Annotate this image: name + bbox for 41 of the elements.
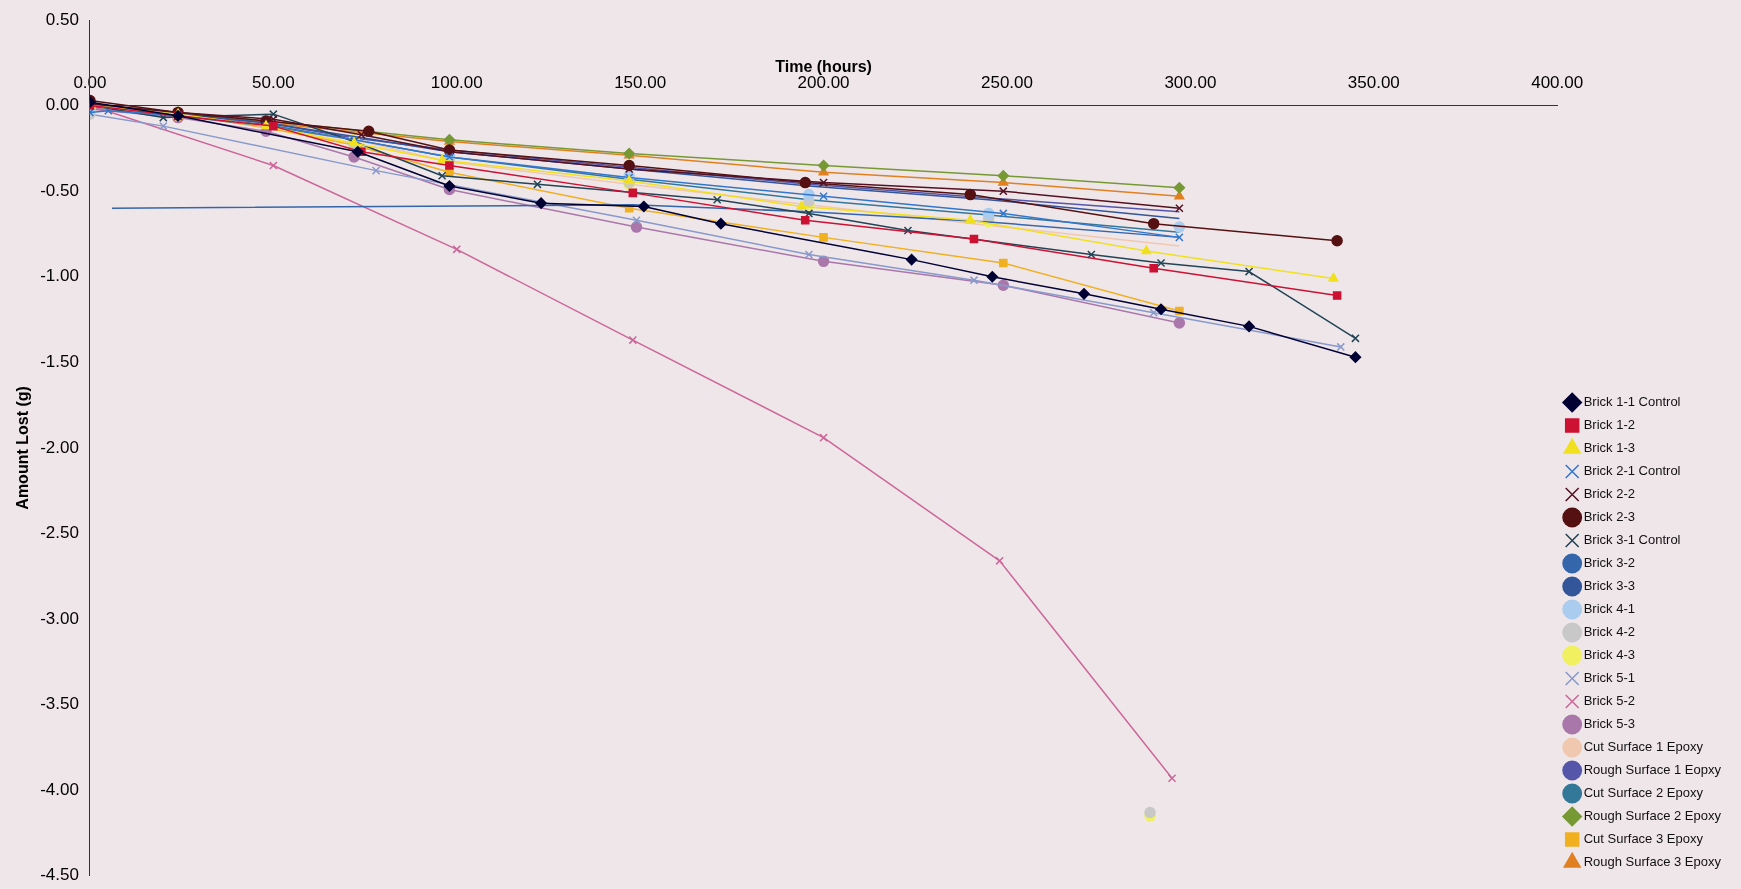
x-tick-label: 400.00: [1531, 73, 1584, 93]
legend-label: Rough Surface 2 Epoxy: [1583, 808, 1722, 824]
y-tick-label: -2.50: [40, 523, 79, 543]
legend-label: Brick 1-2: [1583, 417, 1635, 433]
y-tick-label: -4.50: [40, 865, 79, 885]
y-tick-label: -3.00: [40, 608, 79, 628]
legend-label: Brick 2-3: [1583, 509, 1635, 525]
y-tick-label: -2.00: [40, 437, 79, 457]
y-tick-label: -1.00: [40, 266, 79, 286]
legend-label: Brick 3-2: [1583, 555, 1635, 571]
legend-label: Cut Surface 2 Epoxy: [1583, 785, 1704, 801]
legend-label: Rough Surface 1 Eopxy: [1583, 762, 1722, 778]
legend-label: Brick 4-3: [1583, 647, 1635, 663]
x-tick-label: 150.00: [614, 73, 667, 93]
x-tick-label: 100.00: [430, 73, 483, 93]
y-axis-title: Amount Lost (g): [14, 386, 32, 510]
legend-label: Brick 3-1 Control: [1583, 532, 1681, 548]
legend-label: Brick 5-3: [1583, 716, 1635, 732]
legend-label: Brick 5-1: [1583, 670, 1635, 686]
x-axis-title: Time (hours): [775, 57, 872, 75]
y-tick-label: -3.50: [40, 694, 79, 714]
legend-label: Brick 4-1: [1583, 601, 1635, 617]
legend-label: Brick 2-2: [1583, 486, 1635, 502]
y-tick-label: -4.00: [40, 779, 79, 799]
legend-label: Brick 1-3: [1583, 440, 1635, 456]
y-tick-label: -1.50: [40, 352, 79, 372]
legend-label: Brick 4-2: [1583, 624, 1635, 640]
x-tick-label: 300.00: [1164, 73, 1217, 93]
y-tick-label: 0.00: [45, 95, 79, 115]
legend-label: Cut Surface 3 Epoxy: [1583, 831, 1704, 847]
legend-label: Brick 3-3: [1583, 578, 1635, 594]
legend-label: Brick 2-1 Control: [1583, 463, 1681, 479]
legend-label: Rough Surface 3 Epoxy: [1583, 854, 1722, 870]
x-tick-label: 350.00: [1347, 73, 1400, 93]
y-tick-label: -0.50: [40, 180, 79, 200]
legend-label: Brick 5-2: [1583, 693, 1635, 709]
x-tick-label: 50.00: [252, 73, 295, 93]
legend-label: Cut Surface 1 Epoxy: [1583, 739, 1704, 755]
legend-label: Brick 1-1 Control: [1583, 394, 1681, 410]
y-tick-label: 0.50: [45, 9, 79, 29]
x-tick-label: 250.00: [980, 73, 1033, 93]
